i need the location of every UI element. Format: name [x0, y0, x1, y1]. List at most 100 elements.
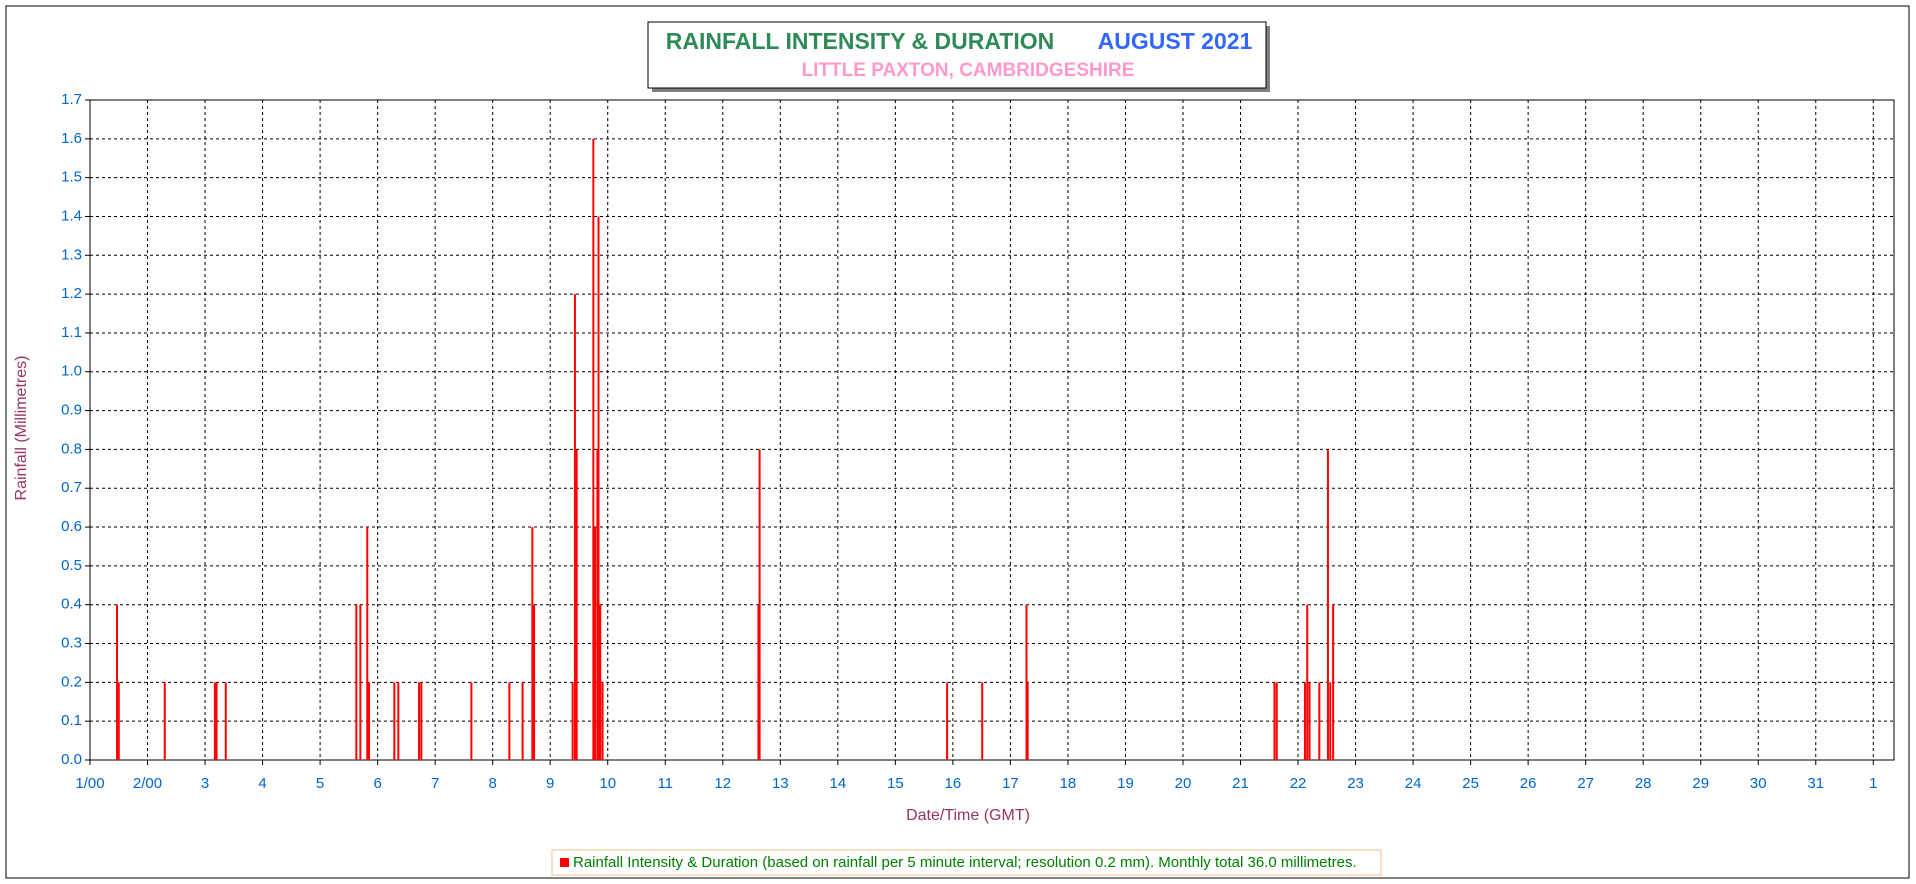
bar: [1275, 682, 1278, 760]
y-tick-label: 1.6: [61, 130, 82, 147]
bar: [1308, 682, 1311, 760]
bar: [508, 682, 511, 760]
bar: [573, 294, 576, 760]
bar: [1332, 604, 1335, 760]
x-tick-label: 8: [489, 775, 497, 792]
chart-title-date: AUGUST 2021: [1098, 28, 1253, 54]
bar: [418, 682, 421, 760]
x-tick-label: 23: [1347, 775, 1364, 792]
y-tick-label: 0.3: [61, 634, 82, 651]
y-tick-label: 0.6: [61, 518, 82, 535]
y-axis-title: Rainfall (Millimetres): [13, 356, 30, 501]
x-tick-label: 19: [1117, 775, 1134, 792]
y-tick-label: 0.9: [61, 402, 82, 419]
x-tick-label: 18: [1060, 775, 1077, 792]
y-tick-label: 1.5: [61, 169, 82, 186]
bar: [367, 682, 370, 760]
x-tick-label: 4: [258, 775, 266, 792]
bar: [592, 138, 595, 760]
bar: [1306, 604, 1309, 760]
x-tick-label: 12: [714, 775, 731, 792]
bar: [946, 682, 949, 760]
legend-swatch: [560, 858, 569, 867]
x-tick-label: 3: [201, 775, 209, 792]
y-tick-label: 0.1: [61, 712, 82, 729]
x-tick-label: 13: [772, 775, 789, 792]
bar: [601, 682, 604, 760]
x-tick-label: 2/00: [133, 775, 162, 792]
plot-area: [89, 99, 1895, 761]
x-tick-label: 29: [1692, 775, 1709, 792]
bar: [397, 682, 400, 760]
x-tick-label: 30: [1750, 775, 1767, 792]
bar: [215, 682, 218, 760]
legend-box: [551, 849, 1382, 876]
y-tick-label: 0.8: [61, 440, 82, 457]
x-tick-label: 1/00: [75, 775, 104, 792]
x-tick-label: 22: [1290, 775, 1307, 792]
chart-title: RAINFALL INTENSITY & DURATION: [666, 28, 1054, 54]
bar: [521, 682, 524, 760]
bar: [116, 604, 119, 760]
bar: [366, 527, 369, 760]
y-tick-label: 0.5: [61, 557, 82, 574]
bar: [224, 682, 227, 760]
bar: [470, 682, 473, 760]
x-tick-label: 6: [373, 775, 381, 792]
bar: [981, 682, 984, 760]
y-tick-label: 1.2: [61, 285, 82, 302]
bar: [420, 682, 423, 760]
x-tick-label: 7: [431, 775, 439, 792]
bar: [594, 527, 597, 760]
bar: [1025, 604, 1028, 760]
bar: [117, 682, 120, 760]
y-tick-label: 0.7: [61, 479, 82, 496]
bar: [757, 604, 760, 760]
y-tick-label: 1.4: [61, 207, 82, 224]
bar: [596, 449, 599, 760]
y-tick-label: 1.0: [61, 363, 82, 380]
x-tick-label: 25: [1462, 775, 1479, 792]
bar: [1326, 449, 1329, 760]
y-tick-label: 1.7: [61, 91, 82, 108]
x-tick-label: 16: [945, 775, 962, 792]
x-tick-label: 1: [1869, 775, 1877, 792]
bar: [599, 604, 602, 760]
x-tick-label: 10: [599, 775, 616, 792]
x-tick-label: 28: [1635, 775, 1652, 792]
bar: [575, 449, 578, 760]
y-tick-label: 0.2: [61, 673, 82, 690]
bar: [1026, 682, 1029, 760]
y-tick-label: 1.3: [61, 246, 82, 263]
bar: [355, 604, 358, 760]
y-tick-label: 1.1: [61, 324, 82, 341]
bar: [393, 682, 396, 760]
bar: [571, 682, 574, 760]
bar: [1329, 682, 1332, 760]
bar: [533, 604, 536, 760]
bar: [1318, 682, 1321, 760]
bar: [359, 604, 362, 760]
x-tick-label: 11: [657, 775, 673, 792]
x-tick-label: 14: [829, 775, 846, 792]
y-tick-label: 0.0: [61, 751, 82, 768]
x-tick-label: 24: [1405, 775, 1422, 792]
x-tick-label: 5: [316, 775, 324, 792]
bar: [531, 527, 534, 760]
chart-subtitle: LITTLE PAXTON, CAMBRIDGESHIRE: [802, 60, 1135, 81]
bar: [163, 682, 166, 760]
x-tick-label: 15: [887, 775, 904, 792]
y-tick-label: 0.4: [61, 596, 82, 613]
bar: [1303, 682, 1306, 760]
x-tick-label: 20: [1175, 775, 1192, 792]
x-axis-title: Date/Time (GMT): [906, 807, 1030, 824]
x-tick-label: 31: [1807, 775, 1824, 792]
title-box: [647, 21, 1267, 89]
x-tick-label: 21: [1232, 775, 1249, 792]
x-tick-label: 27: [1577, 775, 1594, 792]
x-tick-label: 17: [1002, 775, 1019, 792]
x-tick-label: 26: [1520, 775, 1537, 792]
bar: [597, 216, 600, 760]
bar: [758, 449, 761, 760]
